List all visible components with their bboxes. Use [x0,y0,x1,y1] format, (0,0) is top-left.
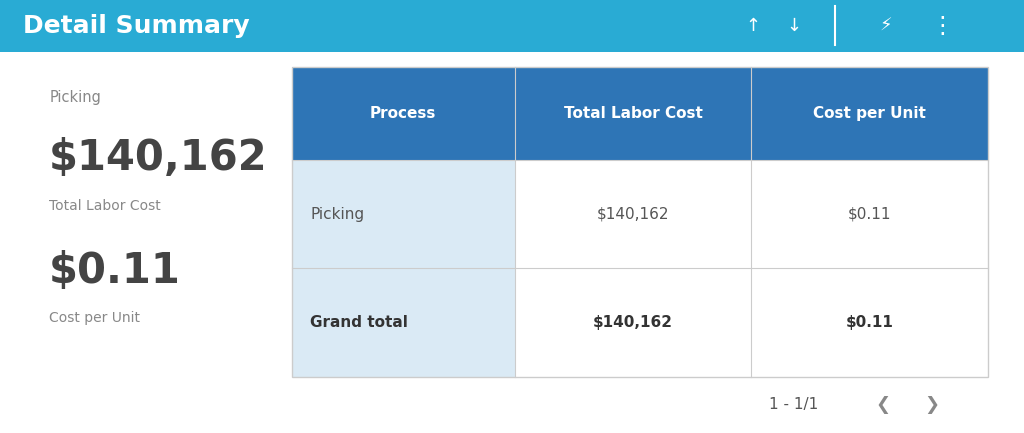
Text: Picking: Picking [310,207,365,222]
Text: $0.11: $0.11 [846,315,894,330]
Text: $140,162: $140,162 [597,207,670,222]
Text: $140,162: $140,162 [49,137,268,179]
Text: ❯: ❯ [925,396,939,414]
Text: ❮: ❮ [876,396,890,414]
Text: Cost per Unit: Cost per Unit [813,106,927,121]
Bar [292,67,988,377]
Text: $0.11: $0.11 [848,207,892,222]
Text: Total Labor Cost: Total Labor Cost [563,106,702,121]
Bar [515,160,988,268]
Text: Process: Process [370,106,436,121]
Bar [292,67,988,160]
Bar [292,160,515,268]
Text: ⋮: ⋮ [930,14,954,38]
Text: Picking: Picking [49,90,101,105]
Bar [292,268,515,377]
Text: ⚡: ⚡ [880,17,892,35]
Text: Total Labor Cost: Total Labor Cost [49,199,161,213]
Bar [515,268,988,377]
Text: Cost per Unit: Cost per Unit [49,311,140,325]
Bar [0,0,1024,52]
Text: 1 - 1/1: 1 - 1/1 [769,397,818,412]
Text: Grand total: Grand total [310,315,409,330]
Text: $0.11: $0.11 [49,250,181,291]
Text: Detail Summary: Detail Summary [23,14,249,38]
Text: ↑: ↑ [745,17,760,35]
Text: $140,162: $140,162 [593,315,673,330]
Text: ↓: ↓ [786,17,801,35]
